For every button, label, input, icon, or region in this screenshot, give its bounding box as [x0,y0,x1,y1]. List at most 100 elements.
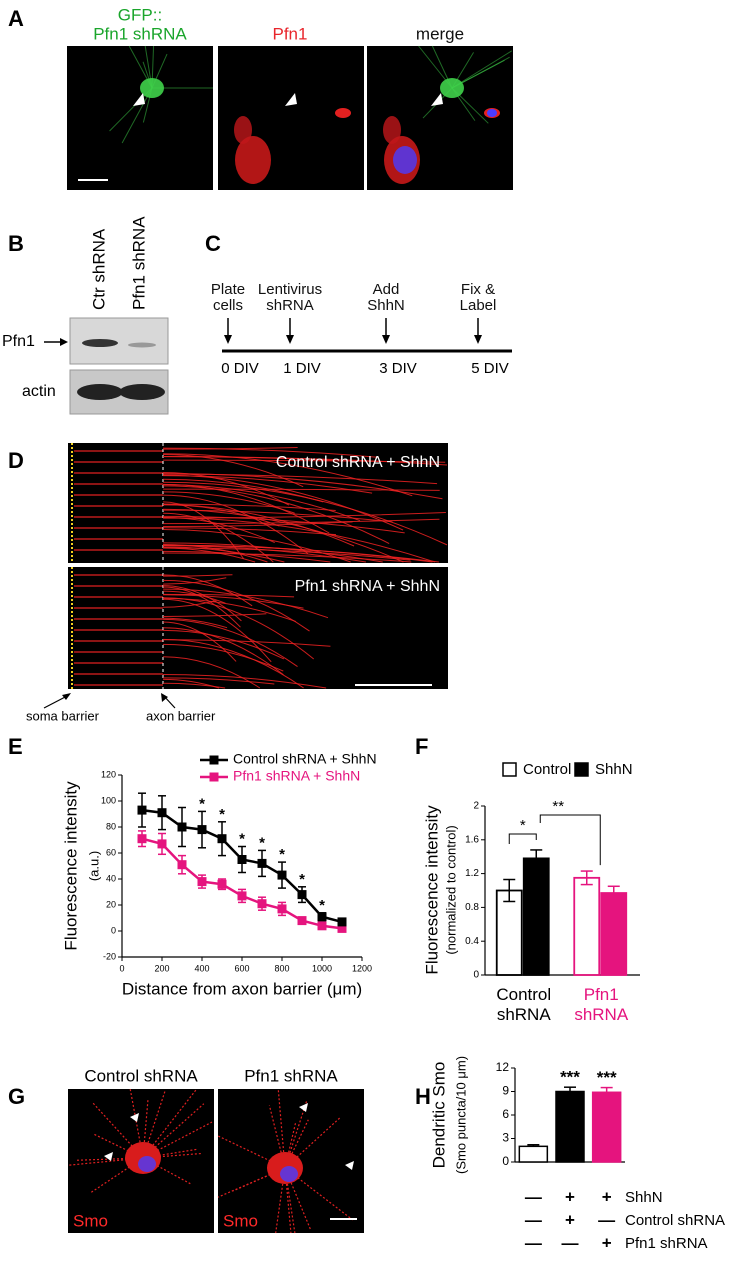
y-tick-label: -20 [103,951,116,961]
significance: * [279,846,285,863]
marker [157,808,167,818]
y-axis-label: Dendritic Smo [429,1062,448,1169]
lane-label: Ctr shRNA [89,228,108,310]
dendrite [284,1167,292,1234]
axon [162,474,404,531]
neurite [451,87,476,121]
neurite [418,45,453,89]
arrowhead [161,693,168,702]
step-label: Lentivirus shRNA [257,281,323,314]
axon [162,504,355,547]
dendrite [142,1088,198,1159]
condition-label: Pfn1 shRNA + ShhN [295,578,440,595]
neurite [151,53,168,89]
axon [162,472,290,506]
y-tick-label: 2 [473,801,479,812]
axon [162,453,304,488]
arrowhead [431,93,443,106]
panel-label: C [205,231,221,256]
legend-label: Control [523,761,571,778]
neurite [451,59,505,89]
y-tick-label: 0 [111,925,116,935]
barrier-label: soma barrier [26,708,100,723]
axon [162,488,440,491]
red-cell [383,116,401,144]
marker [237,891,247,901]
neurite [151,45,155,89]
y-tick-label: 120 [101,769,116,779]
panel-label: E [8,734,23,759]
x-tick-label: Control shRNA [496,985,552,1024]
axon [162,491,295,514]
marker [157,839,167,849]
legend-marker [502,762,517,777]
bracket [539,814,601,866]
arrowhead [382,335,390,344]
y-axis-label: Fluorescence intensity [61,781,80,951]
axon [162,512,274,563]
arrowhead [285,93,297,106]
x-axis-label: Distance from axon barrier (μm) [122,979,362,998]
lane-label: Pfn1 shRNA [129,216,148,310]
axon [162,527,337,536]
band [77,384,123,400]
nucleus [138,1156,156,1172]
band [128,342,156,348]
x-tick-label: 200 [154,963,169,973]
axon [162,577,227,585]
axon [162,517,436,563]
x-tick-label: 0 [119,963,124,973]
panel-label: A [8,6,24,31]
axon [162,494,309,555]
marker [277,870,287,880]
x-tick-label: 800 [274,963,289,973]
micrograph [68,567,448,689]
arrowhead [133,93,145,106]
step-label: Plate cells [210,281,246,314]
axon [162,552,412,563]
day-label: 5 DIV [471,360,509,377]
axon [162,485,390,545]
y-tick-label: 0.8 [465,902,479,913]
marker [317,921,327,931]
condition-mark: — [525,1187,542,1206]
panel-label: D [8,448,24,473]
y-tick-label: 0.4 [465,936,479,947]
legend-marker [209,772,219,782]
significance: * [219,806,225,823]
legend-label: Control shRNA + ShhN [233,751,377,767]
arrowhead [224,335,232,344]
red-cell [335,108,351,118]
y-tick-label: 9 [502,1084,509,1098]
neurite [451,52,475,89]
axon [162,627,284,676]
marker [297,890,307,900]
axon [162,481,448,546]
marker [217,879,227,889]
marker [237,855,247,864]
significance: * [259,834,265,851]
axon [162,574,253,607]
y-tick-label: 12 [496,1060,510,1074]
axon [162,656,261,689]
panel-label: B [8,231,24,256]
marker [257,858,267,868]
axon [162,677,275,685]
bracket [508,833,537,844]
axon [162,618,298,667]
nucleus [487,109,497,117]
step-label: Fix & Label [459,281,497,314]
y-tick-label: 100 [101,795,116,805]
arrowhead [62,693,71,700]
panel-a-title: GFP:: [118,5,162,24]
y-tick-label: 40 [106,873,116,883]
neurite [121,87,153,144]
panel-label: G [8,1084,25,1109]
neurite [142,87,153,123]
nucleus [393,146,417,174]
red-cell [234,116,252,144]
neurite [109,87,153,132]
arrowhead [299,1103,308,1112]
significance: * [299,871,305,888]
legend-marker [574,762,589,777]
